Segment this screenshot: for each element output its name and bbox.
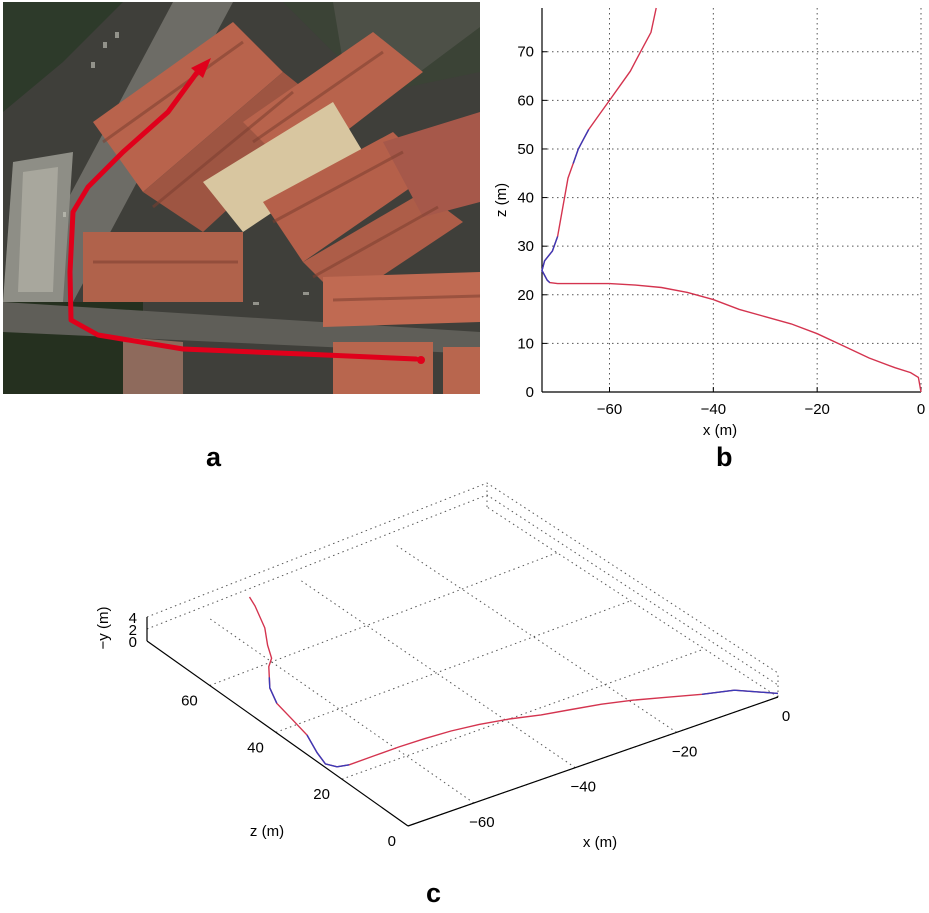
panel-c-trajectory-blue-segment: [268, 677, 278, 704]
panel-b-y-tick-label: 40: [517, 190, 534, 207]
panel-c-box-mid: [146, 494, 779, 686]
panel-c-x-tick-label: −20: [672, 743, 697, 760]
panel-c-z-axis-label: z (m): [250, 823, 284, 840]
panel-c-box-top: [146, 482, 779, 674]
panel-b-y-tick-label: 30: [517, 238, 534, 255]
panel-b-y-tick-label: 50: [517, 141, 534, 158]
panel-b-tick-labels: −60 −40 −20 0 0 10 20 30 40 50 60 70: [517, 44, 925, 418]
panel-c-z-gridline: [275, 600, 631, 733]
trajectory-arrow-icon: [191, 58, 211, 78]
panel-c-x-gridline: [393, 543, 677, 733]
panel-c-z-tick-label: 40: [247, 739, 264, 756]
panel-b-chart: −60 −40 −20 0 0 10 20 30 40 50 60 70 x (m) z (m): [493, 7, 925, 439]
panel-label-a: a: [206, 442, 222, 472]
panel-label-c: c: [426, 878, 442, 908]
panel-c-vertical-tick-label: 0: [129, 634, 137, 651]
trajectory-start-icon: [417, 356, 425, 364]
panel-c-grid: [146, 482, 779, 827]
panel-b-y-tick-label: 70: [517, 44, 534, 61]
panel-c-trajectory-blue-segment: [306, 734, 350, 768]
panel-c-z-gridline: [341, 648, 705, 780]
panel-b-trajectory-blue-segment: [572, 129, 590, 164]
panel-c-z-gridline: [209, 552, 558, 686]
panel-b-y-tick-label: 60: [517, 92, 534, 109]
panel-c-x-tick-label: −40: [571, 779, 596, 796]
panel-b-axes: [541, 8, 922, 393]
panel-c-x-axis-line: [407, 696, 779, 827]
panel-b-y-tick-label: 10: [517, 335, 534, 352]
panel-c-z-axis-line: [146, 640, 409, 827]
panel-label-b: b: [716, 442, 733, 472]
panel-b-series: [541, 7, 922, 393]
panel-c-axes: [146, 617, 779, 827]
panel-c-vertical-tick-label: 2: [129, 622, 137, 639]
panel-c-x-tick-label: 0: [782, 708, 790, 725]
panel-b-x-tick-label: 0: [917, 401, 925, 418]
panel-c-vertical-axis-label: −y (m): [95, 607, 112, 650]
panel-b-grid: [542, 8, 922, 393]
panel-b-x-tick-label: −60: [597, 401, 622, 418]
panel-b-y-tick-label: 20: [517, 287, 534, 304]
panel-c-trajectory-line: [248, 596, 779, 768]
panel-c-trajectory-blue-segment: [701, 689, 779, 695]
panel-c-z-tick-label: 60: [181, 692, 198, 709]
panel-b-trajectory-line: [541, 7, 922, 393]
panel-b-y-axis-label: z (m): [493, 183, 510, 217]
panel-b-x-tick-label: −20: [804, 401, 829, 418]
panel-c-x-tick-label: −60: [469, 814, 494, 831]
panel-b-x-axis-label: x (m): [703, 422, 737, 439]
panel-c-series: [248, 596, 779, 768]
panel-b-y-tick-label: 0: [526, 384, 534, 401]
panel-c-x-gridline: [486, 506, 779, 698]
aerial-photo: [3, 2, 480, 394]
panel-c-z-tick-label: 20: [313, 786, 330, 803]
panel-b-x-tick-label: −40: [701, 401, 726, 418]
panel-c-x-axis-label: x (m): [583, 834, 617, 851]
panel-c-x-gridline: [207, 616, 475, 804]
panel-c-z-tick-label: 0: [388, 833, 396, 850]
panel-b-trajectory-blue-segment: [541, 236, 559, 284]
trajectory-path: [67, 64, 419, 362]
panel-c-x-gridline: [300, 580, 576, 769]
panel-c-vertical-tick-label: 4: [129, 610, 137, 627]
